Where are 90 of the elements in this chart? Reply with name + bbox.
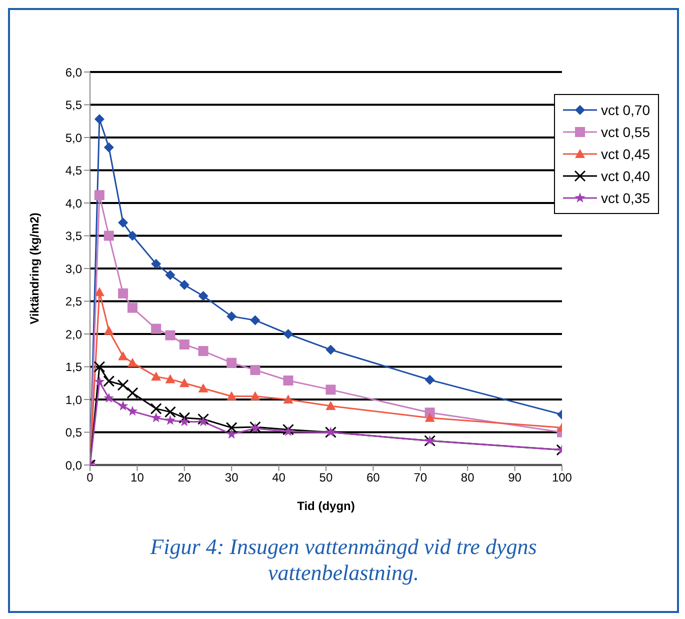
point <box>118 288 128 298</box>
point <box>326 384 336 395</box>
point <box>283 376 294 386</box>
point <box>283 329 294 339</box>
point <box>151 324 162 334</box>
point <box>118 351 128 360</box>
point <box>179 378 190 388</box>
y-tick-label: 1,0 <box>65 392 82 407</box>
legend-label: vct 0,70 <box>600 102 650 118</box>
text: Figur 4: Insugen vattenmängd vid tre dygns vattenbelastning. <box>149 533 538 586</box>
point <box>226 428 237 439</box>
legend-label: vct 0,40 <box>600 168 650 184</box>
point <box>127 358 138 367</box>
x-tick-label: 80 <box>460 470 475 485</box>
point <box>104 326 114 335</box>
point <box>198 416 209 426</box>
point <box>103 375 115 387</box>
point <box>127 406 138 416</box>
point <box>179 339 190 350</box>
point <box>226 391 237 400</box>
point <box>94 361 106 372</box>
y-tick-label: 4,5 <box>65 164 82 178</box>
y-tick-label: 6,0 <box>65 65 82 80</box>
point <box>198 383 208 392</box>
y-tick-label: 5,0 <box>65 130 82 145</box>
point <box>198 413 210 425</box>
y-axis-title: Viktändring (kg/m2) <box>27 212 42 324</box>
point <box>151 372 162 381</box>
point <box>150 402 162 414</box>
point <box>424 374 435 385</box>
point <box>126 387 138 399</box>
point <box>250 391 260 400</box>
point <box>164 406 176 418</box>
point <box>179 416 190 426</box>
point <box>165 330 176 340</box>
y-tick-label: 5,5 <box>65 98 82 112</box>
y-tick-label: 2,0 <box>65 327 82 342</box>
point <box>250 365 260 376</box>
point <box>165 374 176 384</box>
point <box>179 280 190 290</box>
legend-label: vct 0,35 <box>600 190 650 206</box>
x-axis-title: Tid (dygn) <box>297 499 355 513</box>
legend-label: vct 0,55 <box>600 124 650 140</box>
x-tick-label: 100 <box>552 470 572 485</box>
point <box>94 376 105 386</box>
point <box>127 302 138 313</box>
x-tick-label: 40 <box>272 470 286 485</box>
point <box>326 344 336 355</box>
y-tick-label: 3,5 <box>65 229 82 244</box>
point <box>118 400 128 410</box>
point <box>117 379 129 391</box>
x-tick-label: 20 <box>178 470 192 485</box>
point <box>151 258 162 269</box>
point <box>150 412 162 422</box>
y-tick-label: 4,0 <box>65 196 82 210</box>
x-tick-label: 10 <box>130 470 144 485</box>
x-tick-label: 50 <box>319 470 333 485</box>
x-tick-label: 60 <box>366 470 380 485</box>
point <box>226 311 237 322</box>
point <box>94 287 104 296</box>
point <box>94 114 104 124</box>
point <box>118 218 128 228</box>
point <box>104 230 114 241</box>
y-tick-label: 0,0 <box>65 458 82 472</box>
point <box>165 270 176 280</box>
point <box>165 414 176 425</box>
x-tick-label: 90 <box>508 470 522 485</box>
point <box>226 358 237 368</box>
point <box>94 190 104 200</box>
y-tick-label: 2,5 <box>65 294 82 309</box>
point <box>326 401 336 410</box>
legend-label: vct 0,45 <box>600 146 650 162</box>
y-tick-label: 3,0 <box>65 262 82 276</box>
point <box>424 412 435 422</box>
point <box>127 230 138 241</box>
y-tick-label: 1,5 <box>65 360 82 374</box>
point <box>198 291 208 302</box>
x-tick-label: 30 <box>224 470 239 485</box>
point <box>198 346 208 356</box>
point <box>104 142 114 152</box>
point <box>283 394 294 404</box>
y-tick-label: 0,5 <box>65 426 82 440</box>
point <box>104 392 114 403</box>
x-tick-label: 70 <box>414 470 428 485</box>
x-tick-label: 0 <box>86 470 94 485</box>
point <box>282 426 294 436</box>
point <box>282 424 294 436</box>
point <box>226 422 238 434</box>
point <box>178 412 190 424</box>
point <box>250 315 260 326</box>
